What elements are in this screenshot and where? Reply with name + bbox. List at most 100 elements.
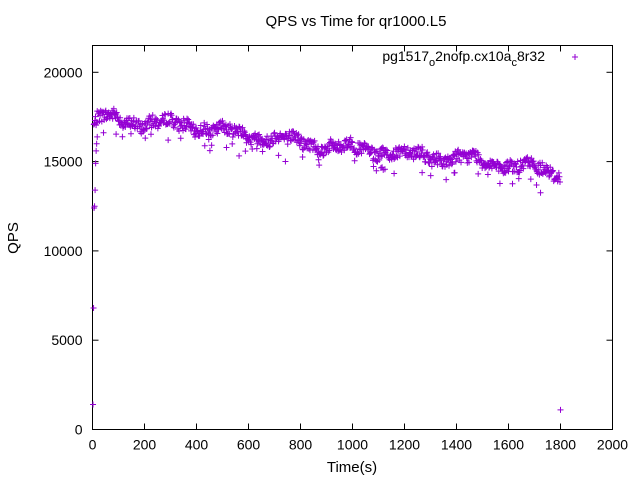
data-point xyxy=(345,140,352,147)
data-point xyxy=(266,144,273,151)
data-point xyxy=(236,152,243,159)
data-point xyxy=(205,136,212,143)
data-point xyxy=(434,161,441,168)
data-point xyxy=(509,180,516,187)
data-point xyxy=(361,139,368,146)
data-point xyxy=(448,161,455,168)
data-point xyxy=(358,150,365,157)
data-point xyxy=(514,158,521,165)
data-point xyxy=(241,128,248,135)
data-point xyxy=(178,119,185,126)
data-point xyxy=(162,111,169,118)
data-point xyxy=(430,151,437,158)
data-point xyxy=(149,112,156,119)
data-point xyxy=(401,143,408,150)
data-point xyxy=(468,154,475,161)
data-point xyxy=(533,181,540,188)
data-point xyxy=(556,178,563,185)
data-point xyxy=(391,170,398,177)
x-tick-label: 0 xyxy=(89,437,97,453)
x-tick-label: 600 xyxy=(237,437,261,453)
data-point xyxy=(451,169,458,176)
x-tick-label: 2000 xyxy=(597,437,628,453)
data-point xyxy=(413,148,420,155)
data-point xyxy=(396,153,403,160)
data-point xyxy=(201,142,208,149)
data-point xyxy=(135,117,142,124)
data-point xyxy=(381,166,388,173)
data-point xyxy=(520,165,527,172)
x-tick-label: 800 xyxy=(289,437,313,453)
legend-label-part-2: 2nofp.cx10a xyxy=(435,48,511,64)
data-point xyxy=(527,176,534,183)
data-point xyxy=(165,119,172,126)
x-tick-label: 200 xyxy=(133,437,157,453)
data-point xyxy=(422,159,429,166)
data-point xyxy=(282,158,289,165)
data-point xyxy=(204,121,211,128)
data-point xyxy=(484,171,491,178)
data-point xyxy=(160,115,167,122)
data-point xyxy=(535,166,542,173)
data-point xyxy=(106,115,113,122)
legend-label-part-1: pg1517 xyxy=(382,48,429,64)
data-point xyxy=(404,144,411,151)
data-point xyxy=(548,168,555,175)
data-point xyxy=(119,133,126,140)
data-point xyxy=(142,135,149,142)
data-point xyxy=(197,122,204,129)
data-point xyxy=(356,145,363,152)
data-point xyxy=(94,133,101,140)
data-point xyxy=(354,149,361,156)
data-point xyxy=(275,152,282,159)
y-tick-label: 0 xyxy=(75,422,83,438)
data-point xyxy=(143,125,150,132)
data-point xyxy=(113,109,120,116)
data-point xyxy=(209,132,216,139)
y-tick-label: 15000 xyxy=(44,154,83,170)
data-point xyxy=(448,156,455,163)
y-axis: 0 5000 10000 15000 20000 xyxy=(44,64,613,438)
data-point xyxy=(193,124,200,131)
data-point xyxy=(376,157,383,164)
data-point xyxy=(347,134,354,141)
data-point xyxy=(294,132,301,139)
data-point xyxy=(546,173,553,180)
data-point xyxy=(130,118,137,125)
data-point xyxy=(449,160,456,167)
data-point xyxy=(427,172,434,179)
data-point xyxy=(419,169,426,176)
x-axis-label: Time(s) xyxy=(327,459,377,476)
data-point xyxy=(351,145,358,152)
plot-frame xyxy=(92,45,613,430)
data-point xyxy=(372,148,379,155)
data-point xyxy=(214,130,221,137)
data-point xyxy=(219,117,226,124)
data-point xyxy=(256,131,263,138)
data-point xyxy=(299,153,306,160)
data-point xyxy=(127,130,134,137)
x-tick-label: 1400 xyxy=(441,437,472,453)
data-point xyxy=(317,149,324,156)
data-point xyxy=(379,144,386,151)
data-point xyxy=(419,147,426,154)
data-point xyxy=(455,146,462,153)
data-point xyxy=(475,151,482,158)
x-tick-label: 1800 xyxy=(545,437,576,453)
data-point xyxy=(100,129,107,136)
data-point xyxy=(140,126,147,133)
data-point xyxy=(316,162,323,169)
data-point-outlier xyxy=(91,203,98,210)
x-axis: 0 200 400 600 800 1000 1200 1400 1600 1800 2000 xyxy=(89,45,628,453)
data-point xyxy=(170,124,177,131)
data-point-outlier xyxy=(557,406,564,413)
data-point xyxy=(168,112,175,119)
data-point xyxy=(450,152,457,159)
legend-marker xyxy=(572,54,578,60)
data-point xyxy=(92,113,99,120)
data-point xyxy=(530,158,537,165)
data-point xyxy=(229,140,236,147)
legend: pg1517o2nofp.cx10ac8r32 xyxy=(382,48,578,69)
